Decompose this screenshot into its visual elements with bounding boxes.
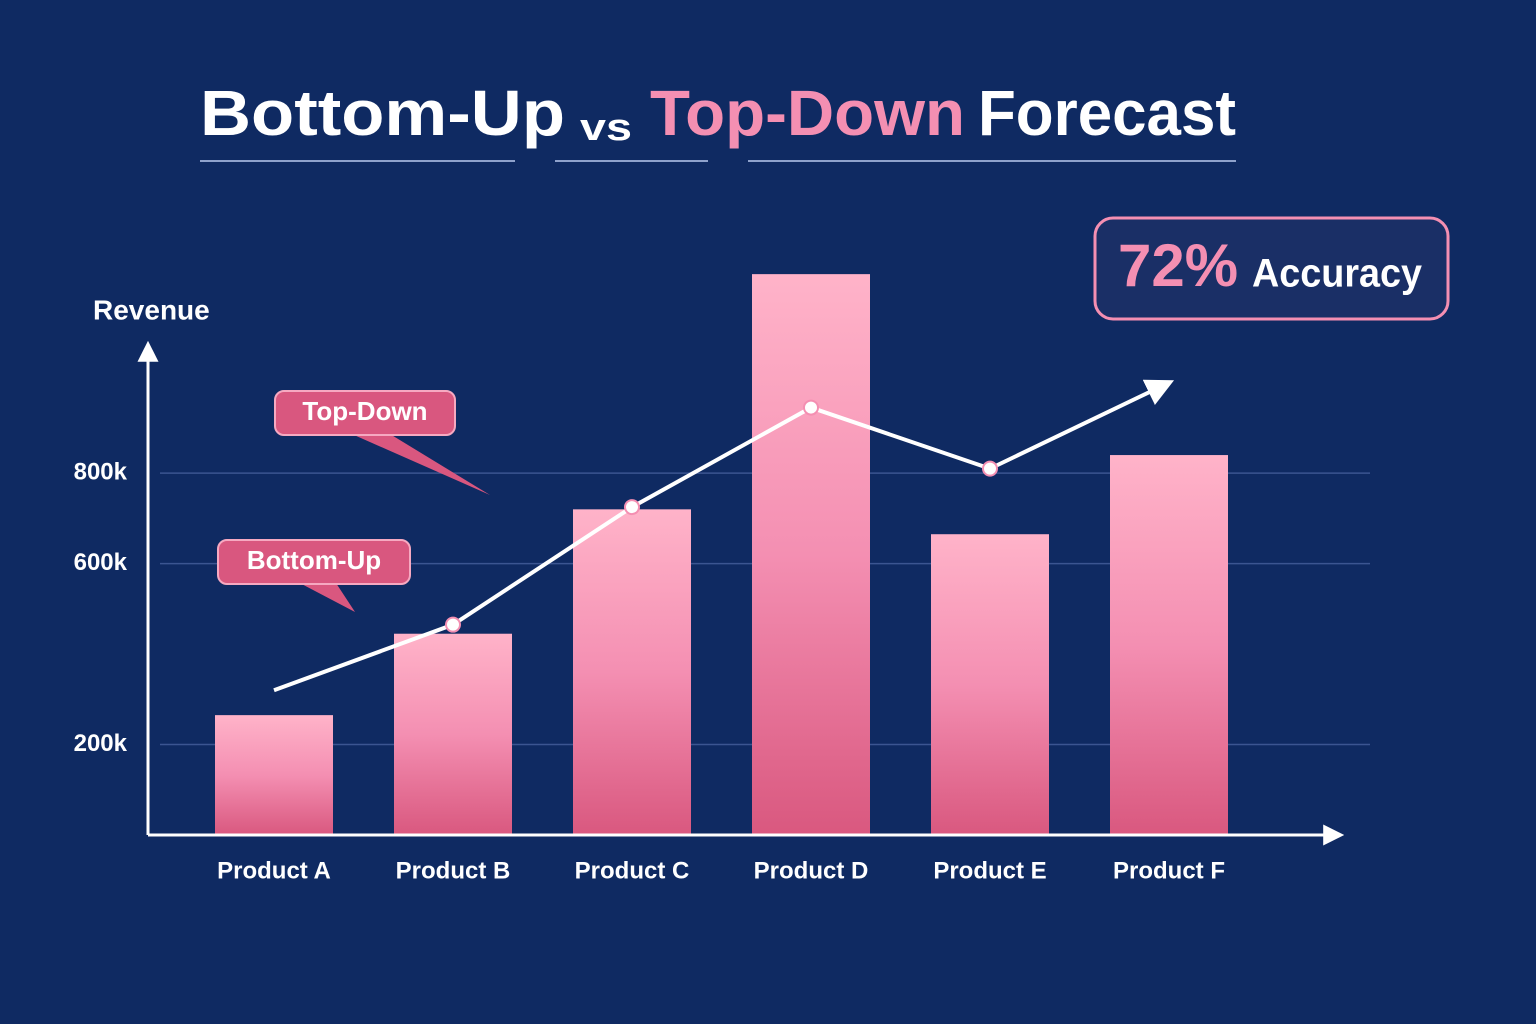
bar <box>215 715 333 835</box>
badge <box>1093 216 1450 321</box>
callout-pointer <box>294 580 355 612</box>
y-tick-label: 800k <box>74 458 128 485</box>
line-point <box>803 399 819 416</box>
x-tick-label: Product E <box>933 857 1046 884</box>
line-point <box>624 499 640 516</box>
x-tick-label: Product F <box>1113 857 1225 884</box>
callout-box <box>274 390 456 436</box>
title-part: Forecast <box>978 77 1236 149</box>
title-part: vs <box>580 107 632 149</box>
x-tick-label: Product C <box>575 857 690 884</box>
bar <box>931 534 1049 835</box>
x-tick-label: Product B <box>396 857 511 884</box>
badge-value: 72% <box>1118 232 1238 299</box>
y-tick-label: 600k <box>74 549 128 576</box>
line-point <box>445 616 461 633</box>
legend-label: Bottom-Up <box>247 545 381 575</box>
bar <box>752 274 870 836</box>
title-part: Top-Down <box>650 77 965 149</box>
line <box>273 379 1175 693</box>
bar <box>573 509 691 835</box>
x-tick-label: Product D <box>754 857 869 884</box>
bar <box>394 633 512 835</box>
callout-box <box>217 539 411 585</box>
badge-label: Accuracy <box>1252 252 1423 296</box>
y-axis-label: Revenue <box>93 294 210 325</box>
line-point <box>982 460 998 477</box>
bar <box>1110 455 1228 835</box>
x-tick-label: Product A <box>217 857 331 884</box>
y-tick-label: 200k <box>74 730 128 757</box>
plot: 200k 600k 800k Product A Product B Product C P… <box>74 274 1370 884</box>
callout-pointer <box>345 431 490 495</box>
title-part: Bottom-Up <box>200 77 565 149</box>
legend-label: Top-Down <box>302 396 427 426</box>
